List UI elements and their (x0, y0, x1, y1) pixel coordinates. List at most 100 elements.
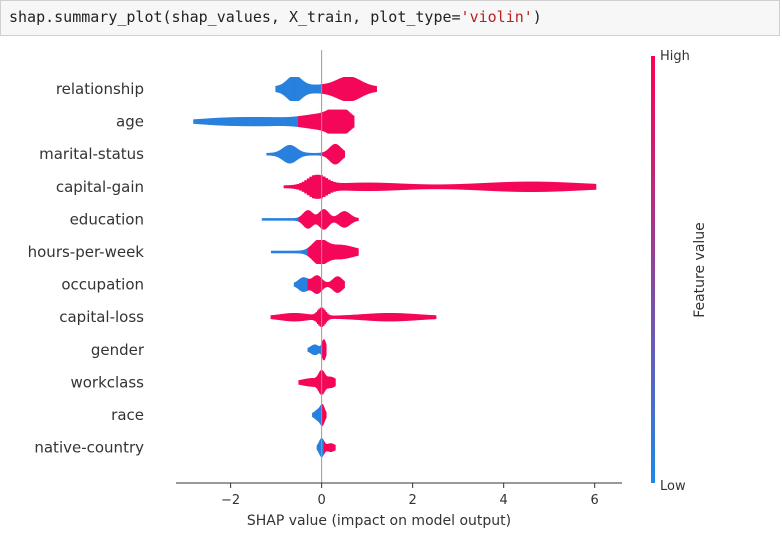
violin-slice (296, 217, 298, 221)
violin-slice (393, 313, 396, 322)
code-text: shap.summary_plot(shap_values, X_train, … (9, 8, 542, 26)
violin-slice (322, 176, 326, 198)
violin-slice (238, 117, 241, 127)
violin-slice (348, 182, 352, 191)
violin-slice (345, 109, 348, 134)
violin-slice (313, 152, 315, 156)
violin-slice (398, 313, 401, 322)
violin-slice (349, 314, 352, 320)
violin-slice (325, 412, 327, 418)
violin-slice (347, 212, 350, 226)
violin-slice (311, 314, 314, 321)
violin-slice (327, 179, 331, 194)
violin-slice (284, 218, 287, 221)
violin-slice (281, 83, 283, 95)
violin-slice (508, 181, 512, 192)
violin-slice (278, 150, 280, 158)
violin-slice (307, 83, 310, 95)
violin-slice (316, 152, 318, 156)
violin-slice (294, 218, 296, 221)
violin-slice (567, 182, 571, 192)
violin-slice (314, 214, 316, 225)
violin-slice (273, 218, 276, 221)
violin-slice (392, 313, 395, 322)
violin-slice (389, 313, 392, 322)
violin-slice (344, 211, 346, 228)
violin-slice (295, 250, 297, 254)
violin-slice (296, 250, 298, 254)
violin-slice (372, 313, 375, 321)
violin-slice (341, 109, 344, 134)
violin-slice (332, 244, 335, 260)
violin-slice (348, 246, 351, 258)
violin-slice (324, 151, 326, 157)
violin-slice (264, 117, 267, 127)
violin-slice (327, 83, 329, 95)
violin-slice (325, 241, 327, 263)
violin-slice (541, 181, 545, 192)
violin-slice (369, 84, 372, 94)
violin-slice (334, 378, 336, 387)
violin-slice (270, 315, 273, 320)
violin-slice (293, 77, 296, 101)
violin-slice (337, 214, 339, 225)
violin-slice (323, 209, 325, 230)
violin-slice (404, 183, 409, 190)
violin-slice (526, 181, 530, 192)
violin-slice (202, 118, 205, 125)
violin-slice (296, 148, 298, 161)
violin-slice (376, 182, 380, 191)
code-string-arg: 'violin' (460, 8, 533, 26)
code-cell[interactable]: shap.summary_plot(shap_values, X_train, … (0, 0, 780, 36)
violin-slice (311, 152, 313, 156)
violin-slice (329, 243, 331, 261)
violin-slice (355, 182, 360, 191)
violin-slice (283, 147, 285, 161)
violin-slice (294, 116, 297, 127)
violin-plot: relationship age marital-status capital-gai… (28, 49, 708, 529)
violin-slice (285, 250, 287, 254)
violin-slice (323, 151, 326, 157)
violin-slice (340, 77, 342, 101)
violin-slice (381, 182, 385, 191)
violin-slice (311, 212, 313, 227)
violin-slice (335, 182, 339, 192)
violin-slice (335, 215, 338, 224)
violin-slice (271, 218, 273, 221)
violin-slice (279, 250, 281, 254)
violin-slice (383, 313, 386, 322)
violin-slice (456, 184, 460, 190)
violin-slice (286, 117, 289, 127)
violin-slice (288, 145, 290, 164)
violin-slice (318, 84, 321, 94)
violin-slice (300, 313, 303, 322)
violin-slice (324, 240, 327, 264)
violin-slice (464, 183, 468, 190)
violin-slice (275, 218, 277, 221)
violin-slice (426, 314, 429, 320)
violin-slice (282, 82, 285, 96)
violin-slice (274, 314, 277, 320)
violin-slice (237, 117, 239, 127)
violin-slice (305, 248, 307, 256)
violin-slice (273, 314, 276, 320)
violin-slice (443, 184, 447, 190)
violin-slice (549, 181, 553, 192)
violin-slice (355, 314, 358, 320)
violin-slice (332, 109, 335, 134)
violin-slice (299, 78, 302, 100)
violin-slice (334, 144, 336, 165)
violin-slice (342, 315, 345, 320)
violin-slice (291, 184, 295, 189)
violin-slice (255, 116, 258, 127)
violin-slice (292, 218, 294, 221)
violin-slice (312, 213, 315, 226)
violin-slice (419, 314, 422, 321)
violin-slice (303, 115, 306, 128)
violin-slice (284, 117, 287, 127)
violin-slice (345, 211, 347, 228)
violin-slice (338, 146, 340, 163)
violin-slice (333, 216, 335, 223)
violin-slice (368, 84, 371, 94)
violin-slice (306, 248, 308, 256)
